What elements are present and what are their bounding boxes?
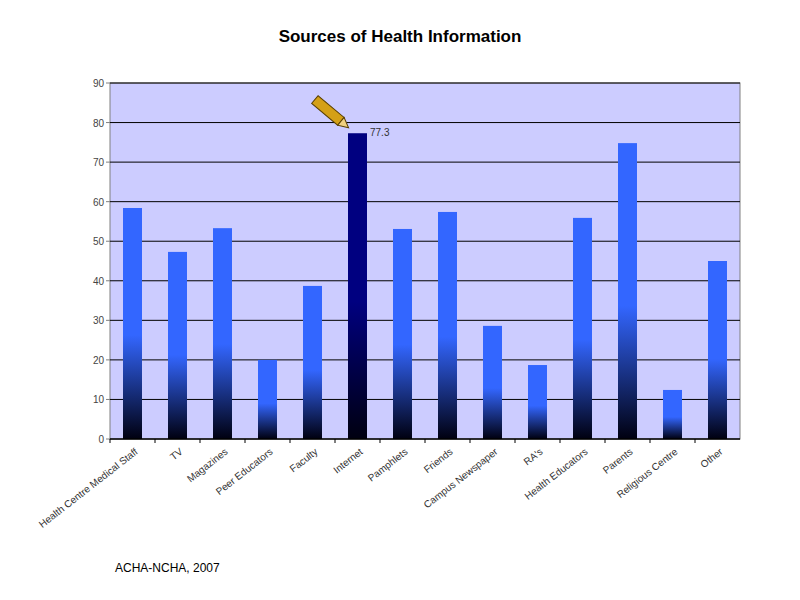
y-tick xyxy=(106,162,110,163)
x-tick-label: RA's xyxy=(522,446,545,467)
y-tick-label: 70 xyxy=(93,157,105,168)
grid-line xyxy=(110,83,740,84)
y-tick xyxy=(106,439,110,440)
grid-line xyxy=(110,201,740,202)
bar xyxy=(663,390,682,439)
x-tick xyxy=(110,439,111,443)
grid-line xyxy=(110,320,740,321)
y-tick-label: 60 xyxy=(93,197,105,208)
y-tick xyxy=(106,399,110,400)
grid-line xyxy=(110,162,740,163)
y-tick xyxy=(106,320,110,321)
x-tick-label: TV xyxy=(168,446,185,463)
source: ACHA-NCHA, 2007 xyxy=(115,561,220,575)
x-tick xyxy=(605,439,606,443)
x-tick xyxy=(650,439,651,443)
bar xyxy=(258,360,277,439)
grid-line xyxy=(110,359,740,360)
x-tick-label: Campus Newspaper xyxy=(422,446,501,511)
title: Sources of Health Information xyxy=(279,27,522,46)
bar xyxy=(573,218,592,439)
x-tick-label: Peer Educators xyxy=(214,446,275,497)
x-tick xyxy=(695,439,696,443)
y-tick xyxy=(106,359,110,360)
x-tick xyxy=(560,439,561,443)
y-tick xyxy=(106,122,110,123)
y-tick-label: 80 xyxy=(93,118,105,129)
x-tick-label: Health Centre Medical Staff xyxy=(37,446,140,530)
bar xyxy=(483,326,502,439)
y-tick-label: 20 xyxy=(93,355,105,366)
y-tick xyxy=(106,280,110,281)
x-tick-label: Other xyxy=(698,445,725,469)
x-tick xyxy=(515,439,516,443)
annotation: 77.3 xyxy=(370,127,390,138)
chart: Sources of Health Information 0 10 20 30 40 50… xyxy=(0,0,800,600)
bar xyxy=(213,228,232,439)
y-tick xyxy=(106,241,110,242)
x-tick xyxy=(470,439,471,443)
bar xyxy=(393,229,412,439)
bar xyxy=(348,133,367,439)
grid-line xyxy=(110,399,740,400)
x-tick xyxy=(380,439,381,443)
pointer-icon xyxy=(312,96,352,132)
x-tick xyxy=(425,439,426,443)
x-tick-label: Pamphlets xyxy=(366,446,410,484)
y-tick-label: 90 xyxy=(93,78,105,89)
y-tick xyxy=(106,201,110,202)
bar xyxy=(618,143,637,439)
y-tick-label: 10 xyxy=(93,394,105,405)
x-tick xyxy=(290,439,291,443)
x-tick xyxy=(245,439,246,443)
y-tick xyxy=(106,83,110,84)
bars xyxy=(123,133,727,439)
bar xyxy=(123,208,142,439)
x-tick-label: Health Educators xyxy=(523,446,590,502)
x-tick xyxy=(335,439,336,443)
y-tick-label: 30 xyxy=(93,315,105,326)
y-tick-label: 50 xyxy=(93,236,105,247)
y-tick-label: 0 xyxy=(98,434,104,445)
bar xyxy=(168,252,187,439)
x-tick-label: Faculty xyxy=(288,446,320,475)
bar xyxy=(438,212,457,439)
x-tick-label: Parents xyxy=(601,446,635,476)
x-tick-label: Internet xyxy=(331,446,365,476)
bar xyxy=(528,365,547,439)
x-tick-label: Magazines xyxy=(185,446,230,484)
y-tick-label: 40 xyxy=(93,276,105,287)
grid-line xyxy=(110,280,740,281)
x-tick xyxy=(155,439,156,443)
plot-area xyxy=(110,83,740,439)
x-tick xyxy=(200,439,201,443)
x-tick-label: Friends xyxy=(422,446,455,475)
grid-line xyxy=(110,122,740,123)
x-tick-label: Religious Centre xyxy=(615,446,680,500)
bar xyxy=(303,286,322,439)
grid-line xyxy=(110,241,740,242)
bar xyxy=(708,261,727,439)
